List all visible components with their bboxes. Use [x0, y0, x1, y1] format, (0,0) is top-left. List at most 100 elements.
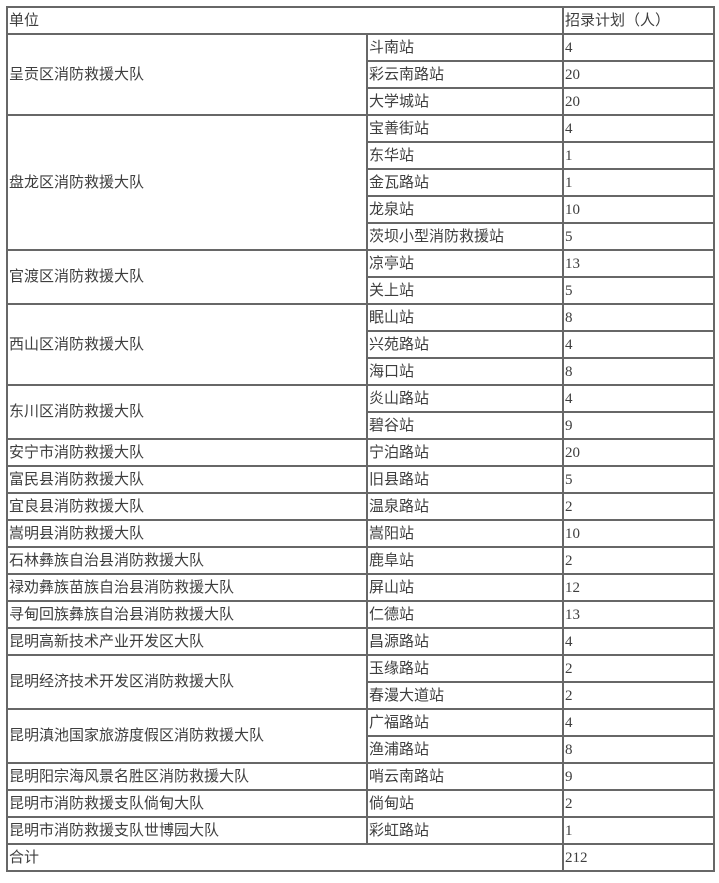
station-cell: 温泉路站 [367, 493, 564, 520]
unit-cell: 昆明市消防救援支队倘甸大队 [7, 790, 367, 817]
count-cell: 20 [563, 61, 715, 88]
station-cell: 海口站 [367, 358, 564, 385]
station-cell: 金瓦路站 [367, 169, 564, 196]
table-row: 嵩明县消防救援大队 嵩阳站 10 [7, 520, 715, 547]
count-cell: 8 [563, 304, 715, 331]
count-cell: 4 [563, 709, 715, 736]
table-row: 昆明市消防救援支队世博园大队 彩虹路站 1 [7, 817, 715, 844]
station-cell: 茨坝小型消防救援站 [367, 223, 564, 250]
table-row: 海口站 8 [7, 358, 715, 385]
unit-cell: 盘龙区消防救援大队 [7, 115, 367, 250]
station-cell: 大学城站 [367, 88, 564, 115]
unit-cell: 呈贡区消防救援大队 [7, 34, 367, 115]
unit-cell: 宜良县消防救援大队 [7, 493, 367, 520]
table-row: 安宁市消防救援大队 宁泊路站 20 [7, 439, 715, 466]
station-cell: 宁泊路站 [367, 439, 564, 466]
total-row: 合计 212 [7, 844, 715, 871]
count-cell: 9 [563, 763, 715, 790]
table-row: 寻甸回族彝族自治县消防救援大队 仁德站 13 [7, 601, 715, 628]
total-label-cell: 合计 [7, 844, 564, 871]
station-cell: 春漫大道站 [367, 682, 564, 709]
table-row: 兴苑路站 4 [7, 331, 715, 358]
count-cell: 20 [563, 439, 715, 466]
count-cell: 8 [563, 358, 715, 385]
count-cell: 4 [563, 385, 715, 412]
table-row: 渔浦路站 8 [7, 736, 715, 763]
count-cell: 13 [563, 601, 715, 628]
unit-cell: 禄劝彝族苗族自治县消防救援大队 [7, 574, 367, 601]
unit-cell: 寻甸回族彝族自治县消防救援大队 [7, 601, 367, 628]
table-row: 龙泉站 10 [7, 196, 715, 223]
count-cell: 4 [563, 628, 715, 655]
table-row: 春漫大道站 2 [7, 682, 715, 709]
table-row: 关上站 5 [7, 277, 715, 304]
station-cell: 碧谷站 [367, 412, 564, 439]
station-cell: 龙泉站 [367, 196, 564, 223]
station-cell: 广福路站 [367, 709, 564, 736]
station-cell: 昌源路站 [367, 628, 564, 655]
total-value-cell: 212 [563, 844, 715, 871]
station-cell: 旧县路站 [367, 466, 564, 493]
station-cell: 斗南站 [367, 34, 564, 61]
station-cell: 倘甸站 [367, 790, 564, 817]
unit-cell: 富民县消防救援大队 [7, 466, 367, 493]
table-row: 碧谷站 9 [7, 412, 715, 439]
unit-cell: 昆明阳宗海风景名胜区消防救援大队 [7, 763, 367, 790]
unit-cell: 安宁市消防救援大队 [7, 439, 367, 466]
count-cell: 13 [563, 250, 715, 277]
unit-cell: 西山区消防救援大队 [7, 304, 367, 385]
station-cell: 屏山站 [367, 574, 564, 601]
station-cell: 嵩阳站 [367, 520, 564, 547]
count-cell: 4 [563, 34, 715, 61]
table-row: 昆明阳宗海风景名胜区消防救援大队 哨云南路站 9 [7, 763, 715, 790]
unit-cell: 昆明滇池国家旅游度假区消防救援大队 [7, 709, 367, 763]
station-cell: 关上站 [367, 277, 564, 304]
table-row: 官渡区消防救援大队 凉亭站 13 [7, 250, 715, 304]
station-cell: 彩云南路站 [367, 61, 564, 88]
station-cell: 眠山站 [367, 304, 564, 331]
station-cell: 渔浦路站 [367, 736, 564, 763]
table-row: 东川区消防救援大队 炎山路站 4 [7, 385, 715, 439]
count-cell: 10 [563, 520, 715, 547]
table-row: 宜良县消防救援大队 温泉路站 2 [7, 493, 715, 520]
count-cell: 2 [563, 547, 715, 574]
table-row: 呈贡区消防救援大队 斗南站 4 [7, 34, 715, 115]
unit-cell: 石林彝族自治县消防救援大队 [7, 547, 367, 574]
station-cell: 炎山路站 [367, 385, 564, 412]
count-cell: 8 [563, 736, 715, 763]
header-unit-cell: 单位 [7, 7, 564, 34]
count-cell: 1 [563, 169, 715, 196]
table-row: 昆明滇池国家旅游度假区消防救援大队 广福路站 4 [7, 709, 715, 763]
table-row: 西山区消防救援大队 眠山站 8 [7, 304, 715, 385]
count-cell: 1 [563, 142, 715, 169]
count-cell: 9 [563, 412, 715, 439]
table-row: 茨坝小型消防救援站 5 [7, 223, 715, 250]
station-cell: 玉缘路站 [367, 655, 564, 682]
count-cell: 4 [563, 115, 715, 142]
table-row: 昆明经济技术开发区消防救援大队 玉缘路站 2 [7, 655, 715, 709]
station-cell: 哨云南路站 [367, 763, 564, 790]
station-cell: 凉亭站 [367, 250, 564, 277]
table-row: 东华站 1 [7, 142, 715, 169]
header-row: 单位 招录计划（人） [7, 7, 715, 34]
count-cell: 5 [563, 223, 715, 250]
unit-cell: 昆明经济技术开发区消防救援大队 [7, 655, 367, 709]
station-cell: 彩虹路站 [367, 817, 564, 844]
table-row: 石林彝族自治县消防救援大队 鹿阜站 2 [7, 547, 715, 574]
table-row: 昆明高新技术产业开发区大队 昌源路站 4 [7, 628, 715, 655]
unit-cell: 东川区消防救援大队 [7, 385, 367, 439]
count-cell: 2 [563, 655, 715, 682]
station-cell: 宝善街站 [367, 115, 564, 142]
unit-cell: 昆明市消防救援支队世博园大队 [7, 817, 367, 844]
count-cell: 1 [563, 817, 715, 844]
count-cell: 5 [563, 277, 715, 304]
count-cell: 4 [563, 331, 715, 358]
count-cell: 10 [563, 196, 715, 223]
table-row: 彩云南路站 20 [7, 61, 715, 88]
header-plan-cell: 招录计划（人） [563, 7, 715, 34]
count-cell: 5 [563, 466, 715, 493]
recruitment-plan-table: 单位 招录计划（人） 呈贡区消防救援大队 斗南站 4 彩云南路站 20 大学城站 20 盘龙区消防… [6, 6, 716, 872]
count-cell: 12 [563, 574, 715, 601]
table-row: 昆明市消防救援支队倘甸大队 倘甸站 2 [7, 790, 715, 817]
unit-cell: 嵩明县消防救援大队 [7, 520, 367, 547]
